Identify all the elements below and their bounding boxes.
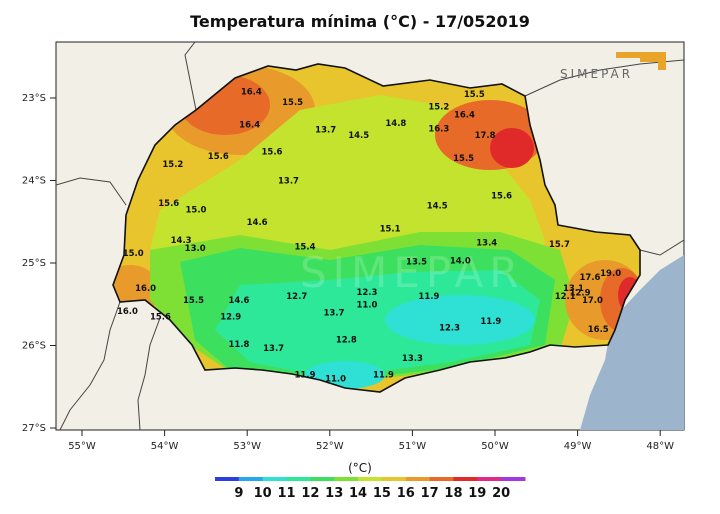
station-value: 15.4 bbox=[295, 243, 316, 253]
station-value: 15.0 bbox=[185, 205, 206, 215]
station-value: 14.6 bbox=[247, 218, 268, 228]
station-value: 11.9 bbox=[418, 292, 439, 302]
station-value: 14.0 bbox=[450, 257, 471, 267]
watermark: SIMEPAR bbox=[300, 248, 524, 297]
station-value: 16.4 bbox=[454, 111, 475, 121]
station-value: 13.1 bbox=[563, 284, 584, 294]
lon-tick-label: 49°W bbox=[564, 441, 592, 452]
station-value: 11.8 bbox=[228, 340, 249, 350]
station-value: 14.6 bbox=[228, 296, 249, 306]
station-value: 12.7 bbox=[286, 292, 307, 302]
station-value: 16.4 bbox=[241, 87, 262, 97]
station-value: 16.4 bbox=[239, 120, 260, 130]
station-value: 13.7 bbox=[263, 344, 284, 354]
station-value: 15.2 bbox=[162, 160, 183, 170]
station-value: 14.5 bbox=[427, 201, 448, 211]
station-value: 15.0 bbox=[123, 249, 144, 259]
station-value: 12.3 bbox=[439, 323, 460, 333]
lon-tick-label: 50°W bbox=[481, 441, 509, 452]
map-title: Temperatura mínima (°C) - 17/052019 bbox=[190, 12, 530, 31]
station-value: 15.6 bbox=[150, 313, 171, 323]
lon-tick-label: 52°W bbox=[316, 441, 344, 452]
station-value: 13.0 bbox=[185, 244, 206, 254]
station-value: 13.4 bbox=[476, 238, 497, 248]
state-border-sc bbox=[137, 317, 161, 430]
station-value: 12.9 bbox=[570, 289, 591, 299]
station-value: 11.0 bbox=[356, 300, 377, 310]
station-value: 15.5 bbox=[282, 98, 303, 108]
temperature-field bbox=[113, 64, 640, 392]
country-border-south bbox=[59, 301, 121, 430]
ocean bbox=[580, 255, 684, 430]
lon-tick-label: 54°W bbox=[151, 441, 179, 452]
lon-tick-label: 51°W bbox=[399, 441, 427, 452]
station-value: 11.9 bbox=[480, 317, 501, 327]
lat-tick-label: 23°S bbox=[22, 93, 46, 104]
station-value: 17.8 bbox=[475, 131, 496, 141]
station-value: 15.7 bbox=[549, 240, 570, 250]
station-value: 12.1 bbox=[555, 292, 576, 302]
country-border bbox=[56, 177, 127, 206]
simepar-logo: SIMEPAR bbox=[560, 52, 666, 81]
station-value: 13.7 bbox=[323, 309, 344, 319]
station-value: 17.0 bbox=[582, 296, 603, 306]
station-value: 15.1 bbox=[380, 224, 401, 234]
station-value: 13.5 bbox=[406, 257, 427, 267]
lat-tick-label: 26°S bbox=[22, 341, 46, 352]
station-value: 14.3 bbox=[171, 236, 192, 246]
lat-tick-label: 27°S bbox=[22, 423, 46, 434]
lon-tick-label: 48°W bbox=[646, 441, 674, 452]
lon-tick-label: 53°W bbox=[233, 441, 261, 452]
colorbar-unit: (°C) bbox=[348, 461, 372, 475]
station-value: 12.3 bbox=[356, 288, 377, 298]
station-value: 15.6 bbox=[158, 199, 179, 209]
station-value: 15.6 bbox=[208, 152, 229, 162]
station-value: 19.0 bbox=[600, 269, 621, 279]
station-value: 14.5 bbox=[348, 131, 369, 141]
state-border-east bbox=[639, 239, 684, 256]
state-border-sp bbox=[524, 59, 684, 97]
station-value: 11.0 bbox=[325, 375, 346, 385]
station-value: 15.2 bbox=[428, 102, 449, 112]
lon-tick-label: 55°W bbox=[68, 441, 96, 452]
station-value: 15.5 bbox=[464, 90, 485, 100]
station-value: 16.3 bbox=[428, 125, 449, 135]
station-value: 12.9 bbox=[220, 313, 241, 323]
station-value: 13.3 bbox=[402, 354, 423, 364]
station-value: 16.0 bbox=[117, 307, 138, 317]
station-value: 15.6 bbox=[261, 148, 282, 158]
lat-tick-label: 25°S bbox=[22, 258, 46, 269]
station-value: 15.5 bbox=[453, 154, 474, 164]
station-value: 12.8 bbox=[336, 336, 357, 346]
station-value: 16.5 bbox=[588, 325, 609, 335]
lat-tick-label: 24°S bbox=[22, 176, 46, 187]
station-value: 13.7 bbox=[315, 125, 336, 135]
state-border-ms bbox=[184, 42, 197, 111]
station-value: 17.6 bbox=[579, 273, 600, 283]
station-value: 16.0 bbox=[135, 284, 156, 294]
station-value: 14.8 bbox=[385, 119, 406, 129]
station-value: 13.7 bbox=[278, 177, 299, 187]
station-value: 15.6 bbox=[491, 191, 512, 201]
station-value: 15.5 bbox=[183, 296, 204, 306]
station-value: 11.9 bbox=[373, 370, 394, 380]
station-value: 11.9 bbox=[295, 370, 316, 380]
logo-text: SIMEPAR bbox=[560, 67, 633, 81]
